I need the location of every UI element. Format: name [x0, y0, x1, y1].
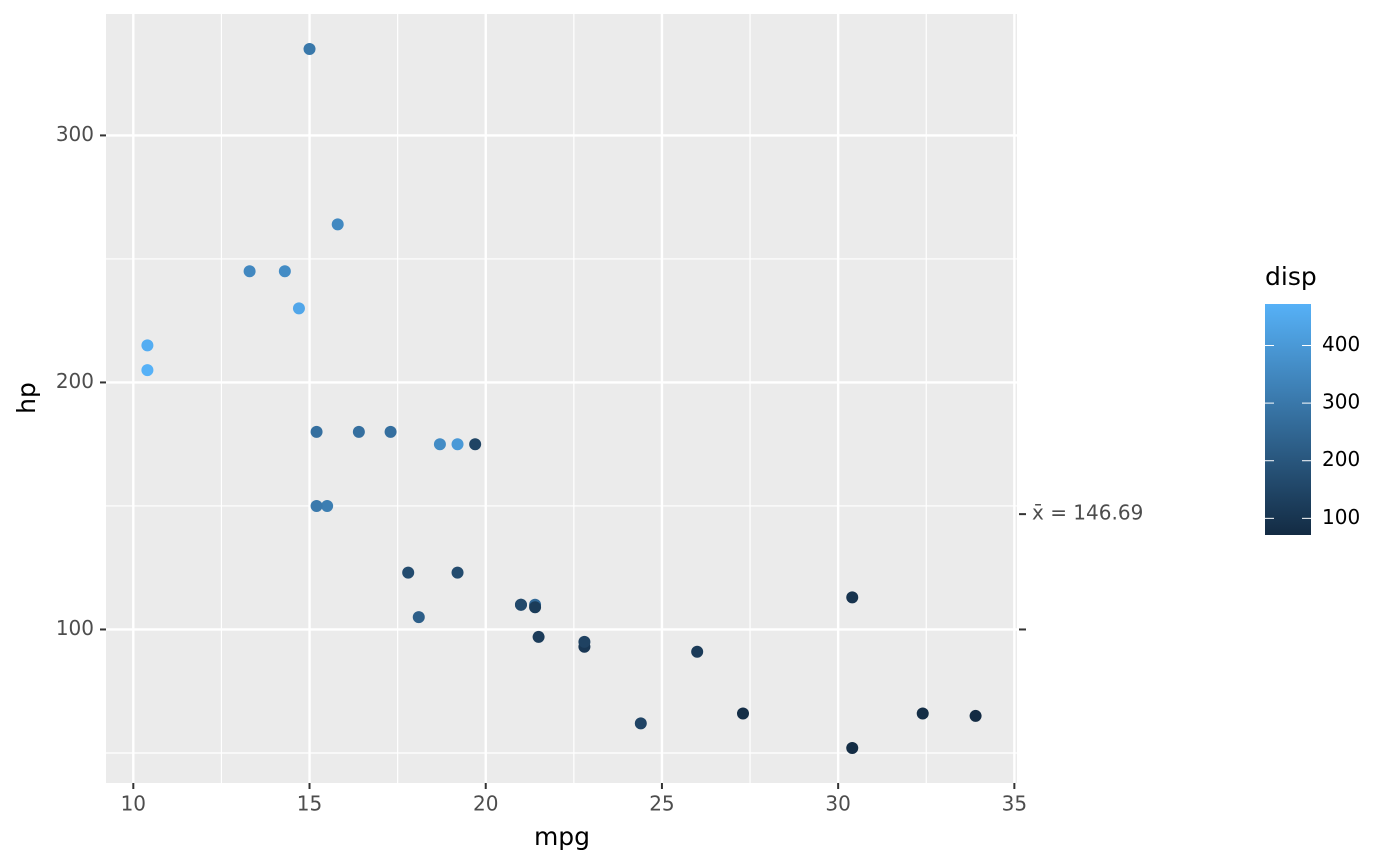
point: [310, 499, 323, 512]
point: [278, 265, 291, 278]
point: [691, 645, 704, 658]
point: [384, 425, 397, 438]
x-tick-label: 10: [121, 792, 146, 816]
point: [451, 566, 464, 579]
x-tick-label: 25: [649, 792, 674, 816]
y-tick-label: 300: [56, 122, 94, 146]
x-tick-label: 20: [473, 792, 498, 816]
point: [451, 438, 464, 451]
x-tick-label: 35: [1002, 792, 1027, 816]
colorbar-tick-label: 200: [1322, 447, 1360, 471]
colorbar-tick-label: 400: [1322, 332, 1360, 356]
point: [292, 302, 305, 315]
point: [310, 425, 323, 438]
x-tick-label: 30: [825, 792, 850, 816]
y2-tick-label: x̄ = 146.69: [1032, 501, 1143, 525]
y-tick-label: 100: [56, 616, 94, 640]
point: [402, 566, 415, 579]
point: [412, 611, 425, 624]
y-tick-label: 200: [56, 369, 94, 393]
colorbar-tick-label: 100: [1322, 505, 1360, 529]
point: [141, 364, 154, 377]
point: [969, 709, 982, 722]
colorbar: [1265, 304, 1311, 535]
point: [469, 438, 482, 451]
point: [578, 635, 591, 648]
point: [736, 707, 749, 720]
x-tick-label: 15: [297, 792, 322, 816]
point: [514, 598, 527, 611]
point: [529, 601, 542, 614]
point: [916, 707, 929, 720]
y-axis-title: hp: [12, 382, 41, 414]
legend-title: disp: [1265, 262, 1317, 291]
point: [243, 265, 256, 278]
point: [846, 591, 859, 604]
point: [634, 717, 647, 730]
panel: [106, 14, 1017, 783]
point: [352, 425, 365, 438]
colorbar-tick-label: 300: [1322, 390, 1360, 414]
point: [321, 499, 334, 512]
point: [141, 339, 154, 352]
point: [846, 742, 859, 755]
point: [433, 438, 446, 451]
point: [532, 630, 545, 643]
point: [303, 42, 316, 55]
point: [331, 218, 344, 231]
x-axis-title: mpg: [534, 822, 590, 851]
